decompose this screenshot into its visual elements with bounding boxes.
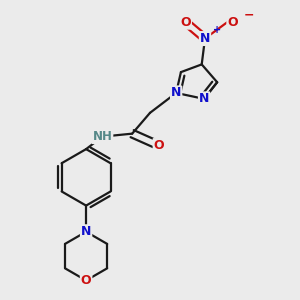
Text: O: O — [227, 16, 238, 29]
Text: −: − — [244, 9, 254, 22]
Text: N: N — [199, 92, 209, 105]
Text: N: N — [81, 225, 91, 238]
Text: O: O — [180, 16, 191, 29]
Text: N: N — [200, 32, 210, 45]
Text: O: O — [154, 139, 164, 152]
Text: O: O — [81, 274, 92, 287]
Text: NH: NH — [92, 130, 112, 143]
Text: +: + — [213, 25, 221, 35]
Text: N: N — [171, 86, 181, 99]
